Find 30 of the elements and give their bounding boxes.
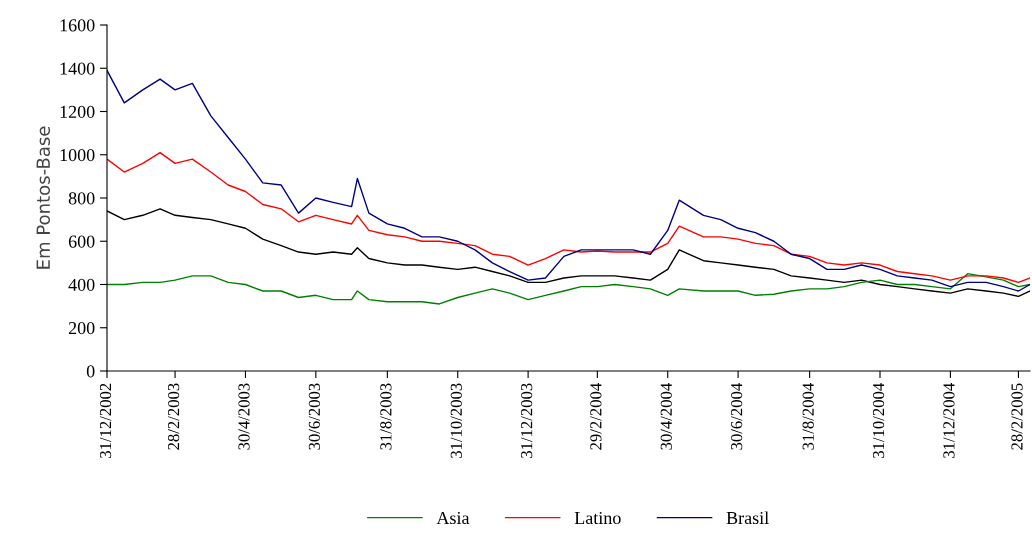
x-tick-label: 31/10/2003 (450, 383, 462, 458)
x-tick-label: 29/2/2004 (590, 383, 602, 450)
x-tick-label: 31/12/2002 (99, 383, 112, 458)
legend-label: Asia (436, 511, 470, 525)
y-tick-label: 1400 (60, 62, 95, 75)
y-tick-label: 800 (68, 192, 95, 205)
y-tick-label: 400 (68, 278, 95, 291)
y-tick-label: 0 (86, 365, 95, 378)
x-tick-label: 31/12/2003 (521, 383, 533, 458)
legend-label: Brasil (726, 511, 769, 525)
x-tick-label: 30/6/2003 (308, 383, 320, 450)
line-series (107, 272, 1030, 305)
y-tick-label: 1000 (60, 149, 95, 162)
x-tick-label: 31/12/2004 (943, 383, 955, 458)
x-tick-label: 28/2/2003 (168, 383, 180, 450)
x-tick-label: 28/2/2005 (1011, 383, 1023, 450)
x-tick-label: 31/10/2004 (872, 383, 885, 458)
line-series (107, 151, 1030, 284)
legend-label: Latino (574, 511, 621, 525)
x-tick-label: 30/4/2004 (660, 383, 672, 450)
y-tick-label: 200 (68, 322, 95, 335)
line-series (107, 69, 1030, 292)
y-axis-title: Em Pontos-Base (36, 126, 51, 269)
y-tick-label: 1200 (60, 105, 95, 118)
x-tick-label: 31/8/2003 (380, 383, 392, 450)
y-tick-label: 1600 (60, 19, 95, 32)
y-tick-label: 600 (68, 235, 95, 248)
x-tick-label: 31/8/2004 (802, 383, 814, 450)
x-tick-label: 30/4/2003 (238, 383, 250, 450)
x-tick-label: 30/6/2004 (731, 383, 743, 450)
